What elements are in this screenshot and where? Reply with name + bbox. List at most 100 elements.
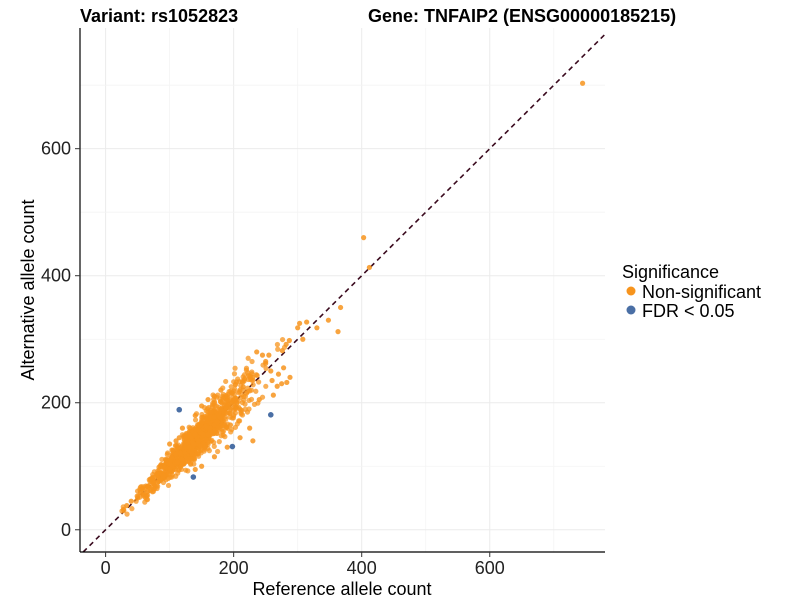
- point-non-significant: [232, 386, 238, 392]
- point-non-significant: [229, 426, 235, 433]
- point-non-significant: [251, 401, 258, 407]
- point-non-significant: [186, 424, 192, 430]
- point-non-significant: [195, 427, 202, 433]
- identity-reference-line: [82, 33, 606, 553]
- point-non-significant: [238, 409, 244, 416]
- point-non-significant: [179, 425, 186, 431]
- point-non-significant: [256, 379, 262, 385]
- point-non-significant: [211, 439, 217, 446]
- point-non-significant: [233, 406, 239, 412]
- point-non-significant: [195, 438, 202, 444]
- point-non-significant: [168, 454, 175, 460]
- y-tick-label: 400: [41, 266, 71, 286]
- point-non-significant: [263, 365, 269, 372]
- point-non-significant: [283, 341, 289, 347]
- point-non-significant: [167, 474, 173, 480]
- point-non-significant: [139, 485, 145, 492]
- point-non-significant: [337, 304, 344, 311]
- point-non-significant: [173, 438, 179, 444]
- point-non-significant: [163, 457, 170, 463]
- point-non-significant: [253, 388, 259, 394]
- point-non-significant: [167, 466, 173, 473]
- x-tick-label: 600: [475, 558, 505, 578]
- point-non-significant: [206, 404, 212, 411]
- point-non-significant: [275, 371, 282, 377]
- point-non-significant: [160, 473, 166, 479]
- point-non-significant: [241, 372, 248, 378]
- point-non-significant: [270, 392, 276, 398]
- point-non-significant: [151, 481, 157, 487]
- point-non-significant: [335, 329, 341, 335]
- point-non-significant: [211, 400, 217, 406]
- point-non-significant: [259, 352, 266, 358]
- point-non-significant: [250, 382, 256, 388]
- point-non-significant: [204, 416, 210, 422]
- point-non-significant: [254, 349, 260, 355]
- point-non-significant: [167, 441, 173, 447]
- point-non-significant: [173, 450, 179, 457]
- point-non-significant: [211, 422, 218, 428]
- point-non-significant: [216, 439, 222, 445]
- point-non-significant: [183, 435, 189, 441]
- point-non-significant: [223, 378, 229, 385]
- y-tick-label: 200: [41, 393, 71, 413]
- point-fdr-significant: [229, 443, 236, 450]
- x-axis-label: Reference allele count: [252, 579, 431, 599]
- point-non-significant: [263, 383, 269, 389]
- legend-swatch-non-significant: [626, 286, 636, 296]
- point-non-significant: [192, 417, 199, 423]
- point-non-significant: [144, 483, 150, 490]
- point-non-significant: [263, 358, 269, 365]
- point-non-significant: [192, 412, 198, 419]
- point-non-significant: [170, 447, 176, 453]
- legend-label-non-significant: Non-significant: [642, 282, 761, 302]
- point-non-significant: [134, 488, 141, 494]
- point-non-significant: [237, 387, 243, 393]
- point-non-significant: [199, 463, 205, 469]
- point-non-significant: [205, 396, 211, 403]
- point-non-significant: [208, 409, 214, 415]
- point-non-significant: [224, 393, 230, 399]
- point-non-significant: [231, 412, 237, 419]
- point-non-significant: [175, 445, 181, 451]
- point-non-significant: [211, 454, 218, 460]
- point-non-significant: [211, 443, 217, 449]
- point-non-significant: [129, 506, 135, 512]
- point-non-significant: [177, 464, 183, 470]
- point-non-significant: [284, 379, 290, 386]
- point-non-significant: [234, 400, 240, 406]
- chart-title-variant: Variant: rs1052823: [80, 6, 238, 26]
- point-non-significant: [165, 482, 172, 489]
- point-fdr-significant: [190, 474, 197, 480]
- point-non-significant: [199, 403, 205, 409]
- point-non-significant: [179, 457, 186, 463]
- point-non-significant: [224, 401, 230, 407]
- point-non-significant: [176, 435, 182, 441]
- x-tick-label: 200: [219, 558, 249, 578]
- point-non-significant: [164, 451, 170, 458]
- point-non-significant: [297, 320, 303, 326]
- point-non-significant: [186, 444, 192, 450]
- point-non-significant: [215, 448, 221, 455]
- point-non-significant: [250, 438, 256, 444]
- point-non-significant: [224, 444, 230, 450]
- point-non-significant: [124, 503, 130, 509]
- y-axis-label: Alternative allele count: [18, 199, 38, 380]
- point-non-significant: [159, 456, 165, 462]
- point-non-significant: [275, 346, 281, 352]
- point-non-significant: [240, 379, 246, 385]
- point-non-significant: [279, 336, 286, 343]
- point-non-significant: [221, 422, 227, 428]
- point-non-significant: [211, 393, 218, 399]
- legend-title: Significance: [622, 262, 719, 282]
- point-non-significant: [325, 317, 332, 323]
- point-non-significant: [160, 479, 167, 486]
- x-tick-label: 0: [101, 558, 111, 578]
- point-non-significant: [202, 444, 208, 450]
- reference-line-group: [82, 33, 606, 553]
- point-non-significant: [246, 397, 252, 404]
- point-non-significant: [128, 498, 134, 504]
- point-non-significant: [227, 406, 234, 412]
- point-non-significant: [207, 425, 213, 431]
- point-fdr-significant: [176, 406, 183, 413]
